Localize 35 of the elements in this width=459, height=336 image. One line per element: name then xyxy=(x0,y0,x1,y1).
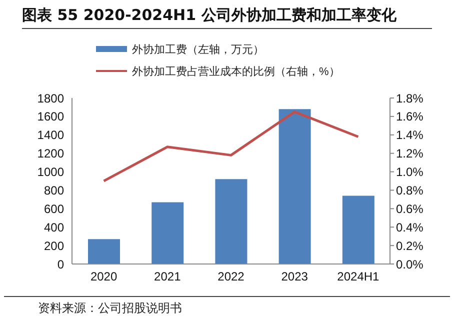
bar xyxy=(88,239,120,264)
text: 资料来源：公司招股说明书 xyxy=(4,296,450,317)
y2-tick-label: 0.6% xyxy=(396,202,424,216)
bar xyxy=(215,179,248,264)
y-tick-label: 1200 xyxy=(37,146,64,161)
y2-tick-label: 0.8% xyxy=(396,183,424,198)
y2-tick-label: 1.2% xyxy=(396,146,424,161)
y2-tick-label: 0.0% xyxy=(396,257,424,272)
y-tick-label: 600 xyxy=(44,202,64,216)
bar xyxy=(152,202,184,264)
y-tick-label: 1400 xyxy=(37,128,64,142)
y-tick-label: 400 xyxy=(44,220,64,234)
y-tick-label: 1600 xyxy=(37,110,64,124)
bar xyxy=(342,196,374,264)
chart-title: 图表 55 2020-2024H1 公司外协加工费和加工率变化 xyxy=(22,6,432,29)
y2-tick-label: 1.4% xyxy=(396,128,424,142)
y2-tick-label: 1.8% xyxy=(396,91,424,106)
x-tick-label: 2024H1 xyxy=(337,270,380,284)
y2-tick-label: 0.4% xyxy=(396,220,424,234)
x-tick-label: 2022 xyxy=(218,270,245,284)
legend-label: 外协加工费（左轴，万元） xyxy=(132,42,264,56)
y-tick-label: 1800 xyxy=(37,91,64,106)
legend-label: 外协加工费占营业成本的比例（右轴，%） xyxy=(132,64,340,78)
line-series xyxy=(102,110,360,182)
y2-tick-label: 0.2% xyxy=(396,238,424,253)
bar xyxy=(278,109,311,264)
y-tick-label: 200 xyxy=(44,238,64,253)
x-tick-label: 2021 xyxy=(154,270,182,284)
x-tick-label: 2020 xyxy=(90,270,118,284)
y2-tick-label: 1.6% xyxy=(396,110,424,124)
y2-tick-label: 1.0% xyxy=(396,165,424,180)
y-tick-label: 800 xyxy=(44,183,64,198)
x-tick-label: 2023 xyxy=(281,270,308,284)
y-tick-label: 0 xyxy=(57,257,64,272)
y-tick-label: 1000 xyxy=(37,165,64,180)
